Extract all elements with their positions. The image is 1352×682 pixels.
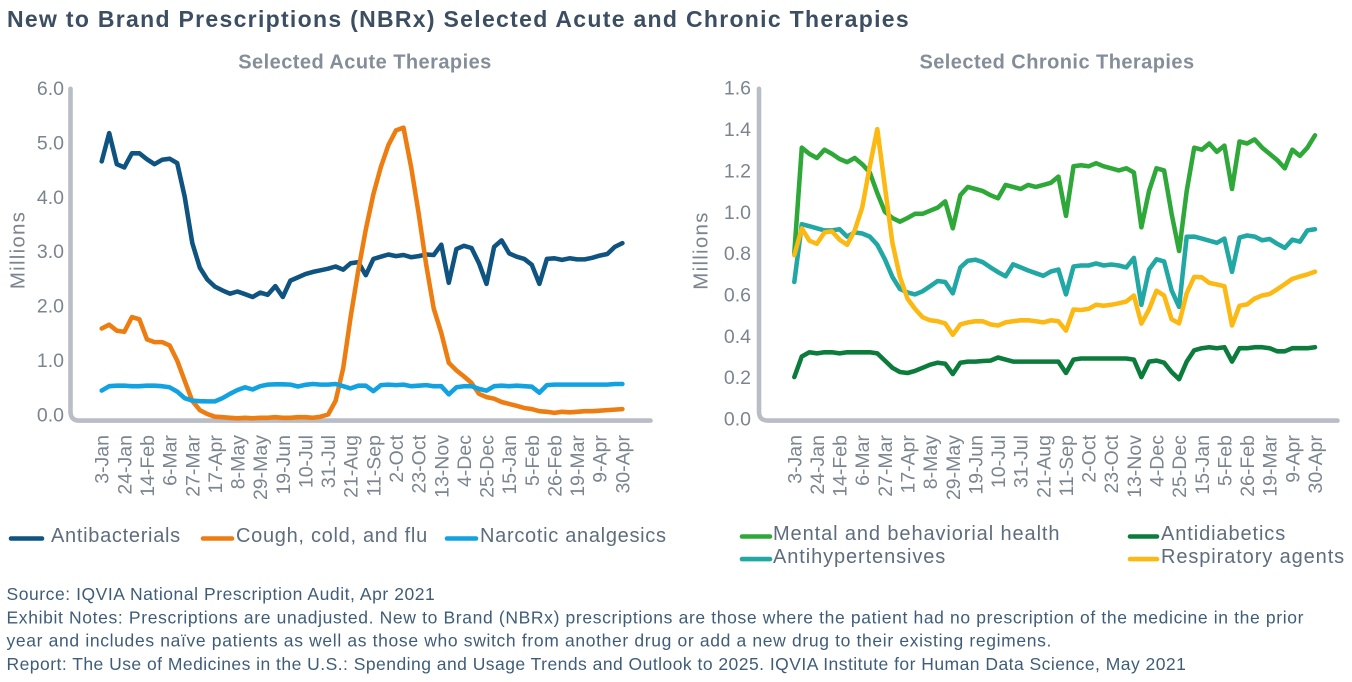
svg-text:29-May: 29-May — [943, 435, 965, 500]
svg-text:6-Mar: 6-Mar — [160, 434, 182, 485]
svg-text:26-Feb: 26-Feb — [545, 435, 567, 497]
svg-text:Narcotic analgesics: Narcotic analgesics — [480, 525, 667, 547]
svg-text:14-Feb: 14-Feb — [830, 435, 852, 497]
svg-text:2-Oct: 2-Oct — [1079, 434, 1101, 482]
svg-text:0.0: 0.0 — [37, 405, 64, 427]
svg-text:24-Jan: 24-Jan — [807, 435, 829, 495]
svg-text:27-Mar: 27-Mar — [875, 435, 897, 497]
svg-text:3-Jan: 3-Jan — [92, 435, 114, 484]
svg-text:29-May: 29-May — [250, 435, 272, 500]
svg-text:9-Apr: 9-Apr — [1282, 434, 1304, 482]
svg-text:Antihypertensives: Antihypertensives — [773, 546, 946, 568]
svg-text:19-Jun: 19-Jun — [273, 435, 295, 495]
svg-text:15-Jan: 15-Jan — [499, 435, 521, 495]
svg-text:24-Jan: 24-Jan — [114, 435, 136, 495]
svg-text:11-Sep: 11-Sep — [363, 435, 385, 497]
svg-text:New to Brand Prescriptions (NB: New to Brand Prescriptions (NBRx) Select… — [7, 6, 910, 32]
svg-text:Selected Acute Therapies: Selected Acute Therapies — [238, 52, 492, 74]
svg-text:6.0: 6.0 — [37, 78, 64, 100]
svg-text:Mental and behaviorial health: Mental and behaviorial health — [773, 523, 1060, 545]
svg-text:0.2: 0.2 — [724, 367, 751, 389]
svg-text:21-Aug: 21-Aug — [341, 435, 363, 498]
svg-text:14-Feb: 14-Feb — [137, 435, 159, 497]
svg-text:30-Apr: 30-Apr — [1305, 434, 1327, 493]
svg-text:Report: The Use of Medicines i: Report: The Use of Medicines in the U.S.… — [7, 654, 1187, 674]
svg-text:4-Dec: 4-Dec — [454, 435, 476, 487]
svg-text:31-Jul: 31-Jul — [318, 435, 340, 488]
svg-text:Millions: Millions — [6, 211, 29, 289]
svg-text:19-Mar: 19-Mar — [1260, 435, 1282, 497]
svg-text:31-Jul: 31-Jul — [1011, 435, 1033, 488]
svg-text:1.4: 1.4 — [724, 119, 751, 141]
svg-text:27-Mar: 27-Mar — [182, 435, 204, 497]
svg-text:25-Dec: 25-Dec — [1169, 435, 1191, 498]
svg-text:9-Apr: 9-Apr — [590, 434, 612, 482]
svg-text:Antibacterials: Antibacterials — [51, 525, 181, 547]
svg-text:0.8: 0.8 — [724, 243, 751, 265]
svg-text:30-Apr: 30-Apr — [612, 434, 634, 493]
svg-text:17-Apr: 17-Apr — [898, 434, 920, 493]
svg-text:Exhibit Notes: Prescriptions a: Exhibit Notes: Prescriptions are unadjus… — [7, 607, 1305, 627]
svg-text:0.6: 0.6 — [724, 284, 751, 306]
svg-text:15-Jan: 15-Jan — [1192, 435, 1214, 495]
svg-text:1.2: 1.2 — [724, 160, 751, 182]
svg-text:1.0: 1.0 — [37, 350, 64, 372]
svg-text:8-May: 8-May — [920, 435, 942, 489]
svg-text:19-Jun: 19-Jun — [965, 435, 987, 495]
svg-text:23-Oct: 23-Oct — [409, 434, 431, 493]
svg-text:0.4: 0.4 — [724, 326, 751, 348]
svg-text:3.0: 3.0 — [37, 241, 64, 263]
svg-text:0.0: 0.0 — [724, 409, 751, 431]
svg-text:Source: IQVIA National Prescri: Source: IQVIA National Prescription Audi… — [7, 584, 436, 604]
svg-text:19-Mar: 19-Mar — [567, 435, 589, 497]
svg-text:1.0: 1.0 — [724, 202, 751, 224]
svg-text:4.0: 4.0 — [37, 187, 64, 209]
svg-text:5-Feb: 5-Feb — [1214, 435, 1236, 486]
svg-text:4-Dec: 4-Dec — [1147, 435, 1169, 487]
svg-text:6-Mar: 6-Mar — [852, 434, 874, 485]
svg-text:25-Dec: 25-Dec — [477, 435, 499, 498]
svg-text:year and includes naïve patien: year and includes naïve patients as well… — [7, 631, 1053, 651]
svg-text:11-Sep: 11-Sep — [1056, 435, 1078, 497]
svg-text:23-Oct: 23-Oct — [1101, 434, 1123, 493]
svg-text:8-May: 8-May — [228, 435, 250, 489]
svg-text:2.0: 2.0 — [37, 296, 64, 318]
svg-text:3-Jan: 3-Jan — [784, 435, 806, 484]
svg-text:5-Feb: 5-Feb — [522, 435, 544, 486]
svg-text:17-Apr: 17-Apr — [205, 434, 227, 493]
svg-text:26-Feb: 26-Feb — [1237, 435, 1259, 497]
svg-text:10-Jul: 10-Jul — [295, 435, 317, 488]
svg-text:5.0: 5.0 — [37, 132, 64, 154]
svg-text:Antidiabetics: Antidiabetics — [1161, 523, 1286, 545]
svg-text:10-Jul: 10-Jul — [988, 435, 1010, 488]
svg-text:13-Nov: 13-Nov — [1124, 435, 1146, 498]
svg-text:Millions: Millions — [690, 211, 713, 289]
svg-text:Respiratory agents: Respiratory agents — [1161, 546, 1345, 568]
svg-text:Selected Chronic Therapies: Selected Chronic Therapies — [919, 52, 1194, 74]
svg-text:2-Oct: 2-Oct — [386, 434, 408, 482]
svg-text:21-Aug: 21-Aug — [1033, 435, 1055, 498]
svg-text:13-Nov: 13-Nov — [431, 435, 453, 498]
svg-text:Cough, cold, and flu: Cough, cold, and flu — [236, 525, 428, 547]
svg-text:1.6: 1.6 — [724, 78, 751, 100]
